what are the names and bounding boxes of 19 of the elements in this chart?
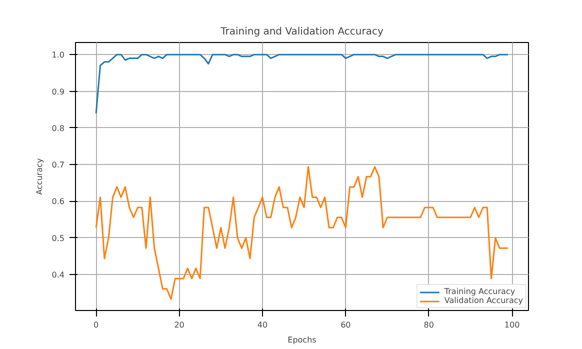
y-tick-label: 0.9	[52, 87, 65, 96]
x-tick-label: 100	[504, 320, 520, 330]
y-tick-label: 0.5	[52, 234, 65, 243]
x-tick-label: 80	[424, 320, 434, 330]
line-series	[95, 54, 509, 114]
y-axis-title: Accuracy	[34, 158, 44, 195]
y-tick-label: 0.4	[52, 270, 65, 280]
x-tick-label: 0	[94, 320, 99, 330]
y-tick-label: 1.0	[52, 50, 65, 60]
y-tick-label: 0.8	[52, 124, 65, 133]
x-tick-label: 40	[257, 320, 268, 330]
x-tick-label: 60	[340, 320, 351, 330]
chart-title: Training and Validation Accuracy	[220, 26, 384, 38]
y-tick-label: 0.7	[52, 160, 65, 170]
legend-label: Validation Accuracy	[444, 296, 523, 305]
legend-label: Training Accuracy	[444, 287, 516, 296]
x-tick-label: 20	[174, 320, 184, 330]
y-tick-label: 0.6	[52, 197, 65, 206]
x-axis-title: Epochs	[288, 336, 316, 344]
